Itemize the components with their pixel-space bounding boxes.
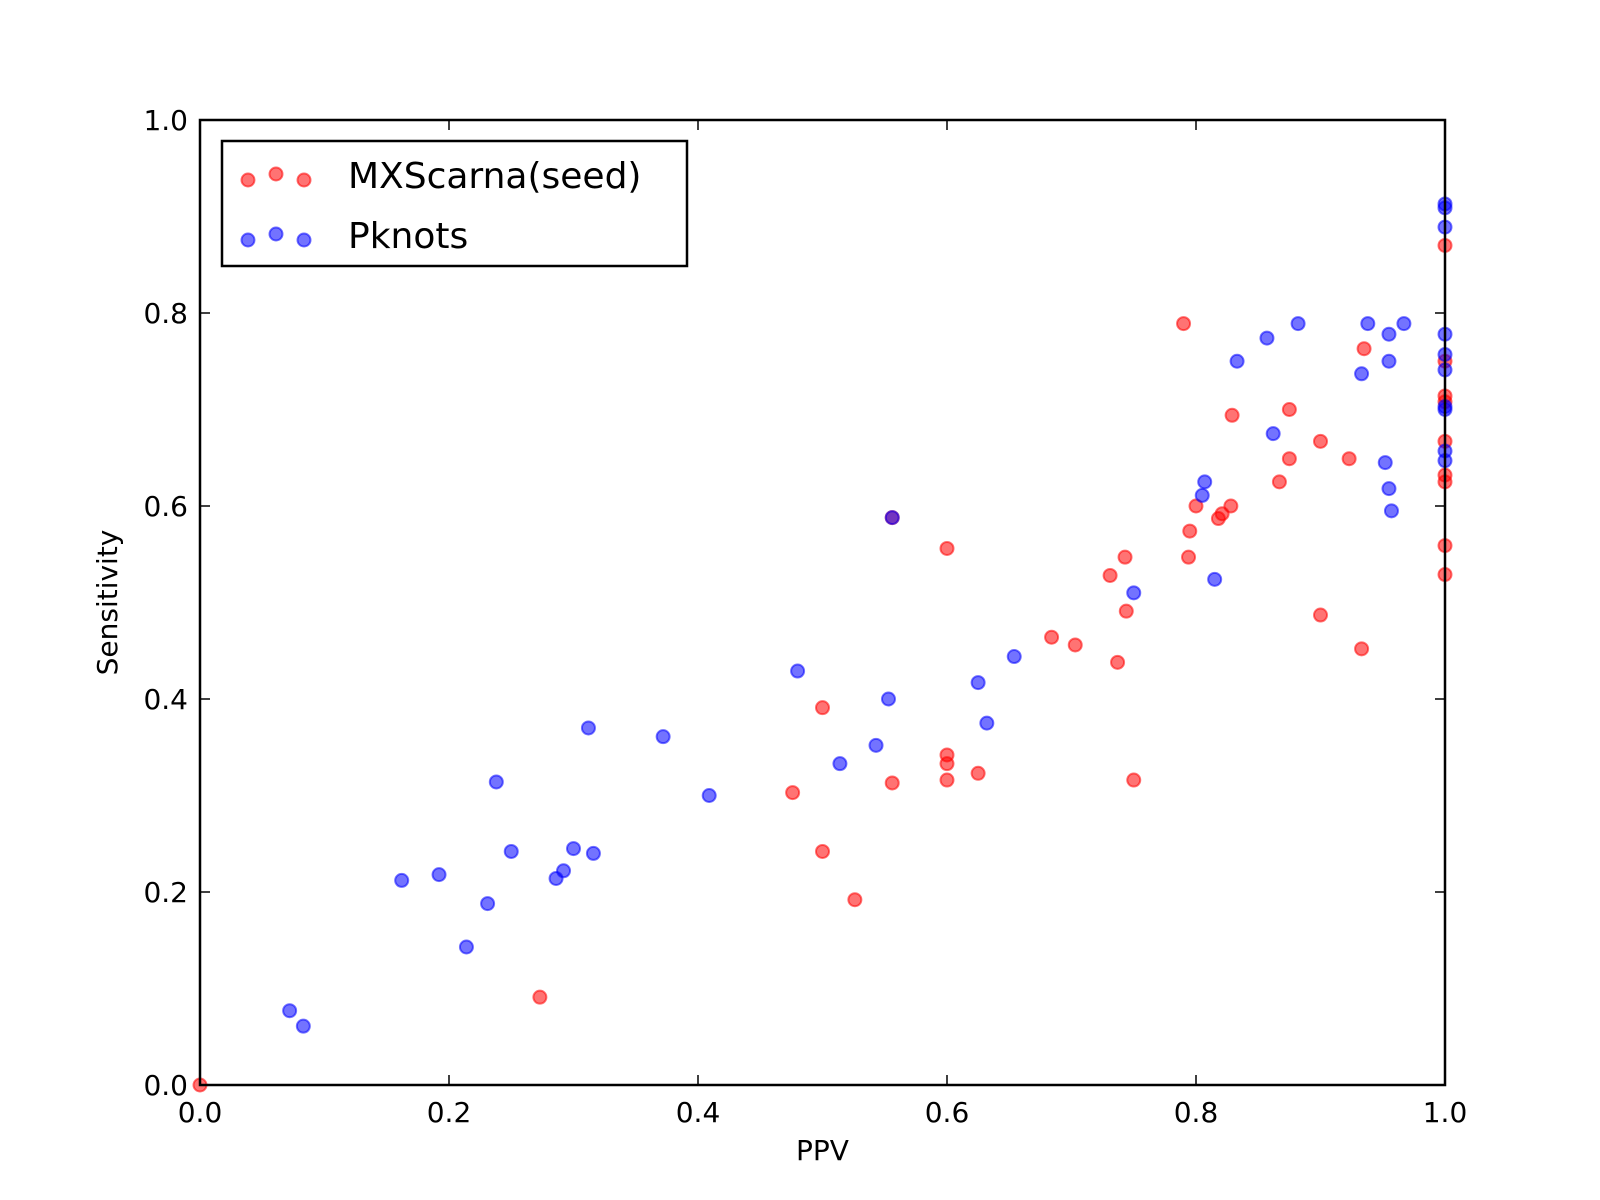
data-point-pknots-28	[1259, 330, 1275, 346]
legend-marker-pknots	[268, 226, 284, 242]
data-point-mxscarna-14	[1067, 637, 1083, 653]
data-point-mxscarna-3	[815, 843, 830, 859]
data-point-pknots-10	[566, 841, 581, 857]
data-point-pknots-36	[1381, 481, 1397, 497]
data-point-mxscarna-30	[1281, 402, 1297, 417]
data-point-pknots-19	[884, 510, 900, 526]
legend-label-pknots: Pknots	[348, 216, 468, 257]
data-point-pknots-32	[1360, 316, 1376, 332]
ticks-layer: 0.0 0.2 0.4 0.6 0.8 1.0 0.0 0.2 0.4 0.6 0.8 1.0	[143, 104, 1467, 1129]
data-point-pknots-16	[832, 756, 848, 772]
data-point-pknots-27	[1229, 353, 1245, 369]
data-point-pknots-6	[488, 774, 504, 790]
data-point-pknots-18	[880, 691, 896, 707]
legend-marker-pknots	[240, 232, 256, 248]
x-axis-label: PPV	[796, 1134, 849, 1167]
data-point-mxscarna-29	[1281, 451, 1297, 467]
data-point-pknots-11	[580, 720, 596, 736]
x-tick-label: 0.2	[427, 1096, 472, 1129]
data-point-mxscarna-13	[1044, 629, 1060, 645]
data-point-mxscarna-6	[884, 775, 900, 791]
data-point-pknots-15	[790, 663, 806, 679]
data-point-pknots-37	[1383, 503, 1399, 519]
data-point-pknots-26	[1207, 571, 1223, 587]
legend-marker-pknots	[296, 232, 312, 248]
data-point-mxscarna-18	[1118, 603, 1134, 619]
y-tick-label: 0.2	[143, 876, 188, 909]
data-point-mxscarna-35	[1356, 341, 1372, 357]
x-tick-label: 0.6	[925, 1096, 970, 1129]
data-point-mxscarna-16	[1110, 654, 1126, 670]
data-point-mxscarna-5	[847, 892, 863, 908]
data-point-mxscarna-34	[1354, 641, 1370, 657]
data-point-mxscarna-17	[1117, 549, 1133, 565]
legend-marker-mxscarna	[240, 172, 256, 188]
data-point-pknots-22	[1006, 649, 1022, 665]
data-point-mxscarna-20	[1176, 316, 1192, 332]
plot-frame	[198, 118, 1447, 1087]
data-point-pknots-31	[1354, 366, 1370, 382]
data-point-pknots-9	[556, 863, 572, 879]
data-point-mxscarna-8	[939, 772, 955, 788]
data-point-pknots-7	[503, 843, 519, 859]
data-point-pknots-33	[1377, 455, 1393, 471]
data-point-mxscarna-1	[532, 989, 548, 1005]
data-point-pknots-30	[1290, 316, 1306, 332]
x-tick-label: 1.0	[1423, 1096, 1468, 1129]
data-point-mxscarna-31	[1313, 607, 1328, 623]
data-point-mxscarna-10	[939, 747, 955, 763]
data-point-mxscarna-26	[1223, 498, 1239, 514]
data-point-mxscarna-12	[970, 765, 986, 781]
x-tick-label: 0.0	[178, 1096, 223, 1129]
legend-marker-mxscarna	[296, 172, 312, 188]
legend: MXScarna(seed) Pknots	[220, 139, 689, 268]
data-point-mxscarna-19	[1126, 772, 1142, 788]
data-point-mxscarna-4	[815, 700, 830, 716]
data-point-pknots-21	[979, 715, 995, 731]
data-point-pknots-24	[1194, 487, 1210, 503]
data-point-mxscarna-27	[1224, 407, 1240, 423]
data-point-mxscarna-15	[1102, 567, 1118, 583]
y-axis-label: Sensitivity	[91, 530, 124, 676]
x-tick-label: 0.8	[1174, 1096, 1219, 1129]
data-point-pknots-0	[282, 1003, 298, 1019]
data-point-pknots-38	[1396, 316, 1412, 332]
y-tick-label: 0.4	[143, 683, 188, 716]
data-point-mxscarna-2	[785, 785, 801, 801]
data-point-pknots-4	[458, 939, 474, 955]
legend-marker-mxscarna	[268, 166, 284, 182]
data-point-pknots-25	[1197, 474, 1213, 490]
legend-label-mxscarna: MXScarna(seed)	[348, 156, 641, 197]
data-point-pknots-12	[585, 845, 601, 861]
data-point-pknots-13	[655, 729, 671, 745]
x-tick-label: 0.4	[676, 1096, 721, 1129]
y-tick-label: 0.8	[143, 297, 188, 330]
y-tick-label: 0.0	[143, 1069, 188, 1102]
data-point-pknots-2	[394, 872, 410, 888]
data-point-mxscarna-28	[1271, 474, 1287, 490]
data-point-pknots-3	[431, 867, 447, 883]
y-tick-label: 0.6	[143, 490, 188, 523]
data-point-mxscarna-32	[1313, 433, 1328, 449]
data-point-pknots-29	[1265, 426, 1281, 442]
data-point-mxscarna-21	[1181, 549, 1197, 565]
y-tick-label: 1.0	[143, 104, 188, 137]
data-point-pknots-17	[868, 737, 884, 753]
data-point-pknots-20	[970, 675, 986, 691]
data-point-mxscarna-22	[1182, 523, 1198, 539]
data-point-pknots-14	[701, 788, 717, 803]
data-point-pknots-5	[480, 896, 496, 912]
data-point-pknots-23	[1126, 585, 1142, 601]
data-point-pknots-1	[295, 1018, 311, 1034]
data-point-pknots-34	[1381, 353, 1397, 369]
data-point-pknots-35	[1381, 326, 1397, 342]
data-point-mxscarna-11	[939, 540, 955, 556]
data-point-mxscarna-33	[1341, 451, 1357, 467]
